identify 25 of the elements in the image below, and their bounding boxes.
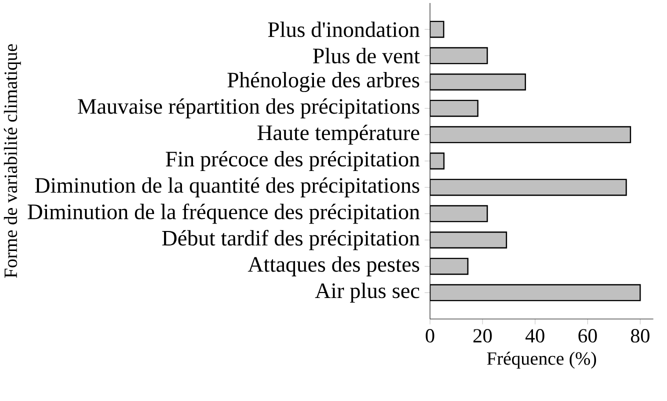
y-tick-label: Haute température (258, 124, 420, 145)
y-tick-label: Attaques des pestes (248, 256, 420, 276)
y-tick-label: Plus de vent (313, 48, 420, 64)
y-tick-label: Diminution de la fréquence des précipitation (28, 204, 420, 224)
x-tick-label: 80 (630, 329, 650, 343)
x-axis-title: Fréquence (%) (487, 352, 596, 369)
y-tick-label: Début tardif des précipitation (162, 230, 420, 250)
bar (430, 178, 627, 196)
x-tick-label: 40 (525, 329, 544, 343)
y-tick-label: Mauvaise répartition des précipitations (78, 98, 420, 118)
y-tick-label: Diminution de la quantité des précipitations (35, 177, 420, 198)
bar (430, 232, 508, 249)
bar (430, 284, 641, 302)
x-tick-label: 60 (578, 329, 597, 343)
x-tick-label: 20 (473, 329, 492, 343)
y-tick-label: Air plus sec (315, 282, 420, 303)
y-tick-label: Plus d'inondation (268, 22, 420, 38)
bar (430, 74, 526, 91)
y-axis-title: Forme de variabilité climatique (4, 44, 21, 278)
bar (430, 205, 488, 222)
bar (430, 47, 488, 64)
y-tick-label: Phénologie des arbres (228, 72, 420, 92)
bar (430, 126, 632, 144)
y-tick-label: Fin précoce des précipitation (166, 151, 420, 171)
x-tick-label: 0 (426, 329, 434, 343)
